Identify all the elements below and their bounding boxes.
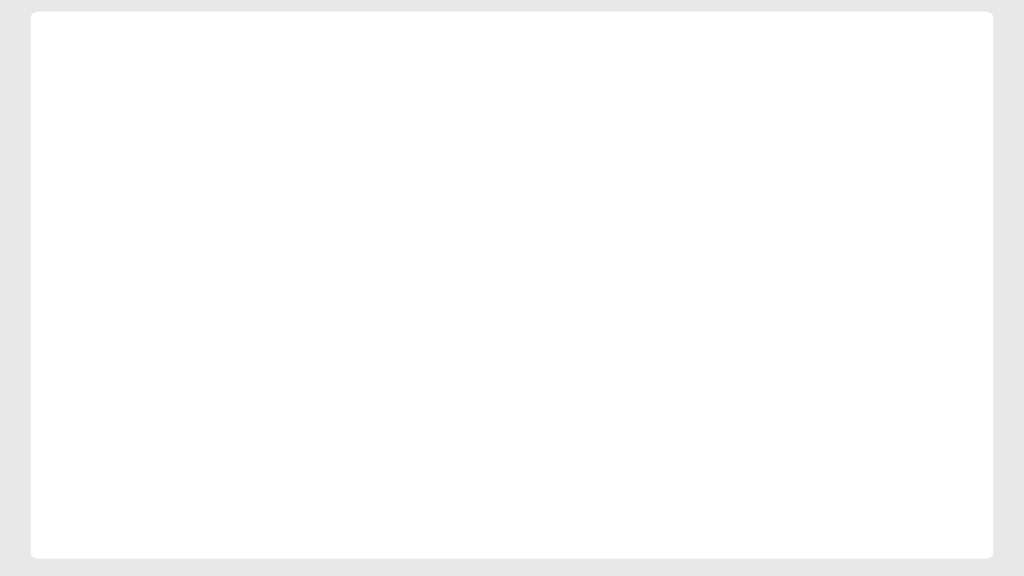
Text: The maximum number of electrons present in an orbit = 2n^2: The maximum number of electrons present …	[197, 380, 827, 398]
Text: M shell = 2 x 3 ^2 = 2 x 9 = 18: M shell = 2 x 3 ^2 = 2 x 9 = 18	[275, 472, 588, 490]
Text: M shell (n=3): M shell (n=3)	[618, 259, 754, 277]
Circle shape	[424, 200, 461, 237]
Text: K shell (n=1): K shell (n=1)	[618, 129, 750, 147]
Text: L shell (n=2): L shell (n=2)	[618, 210, 748, 228]
Text: K shell = 2 x 1 ^2 = 2 x 1 = 2: K shell = 2 x 1 ^2 = 2 x 1 = 2	[275, 420, 571, 438]
Text: N shell = 2 x 4^2 = 2 x 16= 32: N shell = 2 x 4^2 = 2 x 16= 32	[541, 472, 850, 490]
Text: Nucleus: Nucleus	[285, 210, 372, 228]
Text: N shell (n=4): N shell (n=4)	[618, 308, 751, 326]
Text: L shell = 2 x 2 ^2 = 2 x4 = 8: L shell = 2 x 2 ^2 = 2 x4 = 8	[541, 420, 827, 438]
Circle shape	[456, 116, 534, 195]
Ellipse shape	[437, 202, 552, 340]
Text: W W W . J N G A C A D E M Y . C O M: W W W . J N G A C A D E M Y . C O M	[412, 352, 612, 362]
